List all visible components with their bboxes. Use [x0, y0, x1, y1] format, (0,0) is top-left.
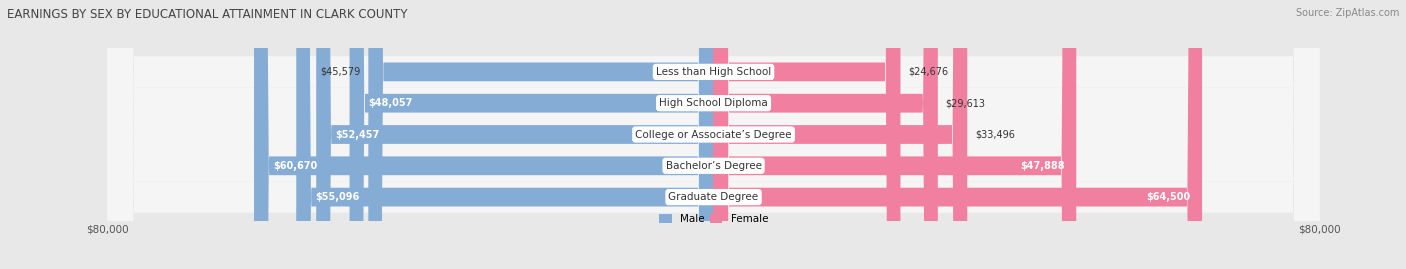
FancyBboxPatch shape [714, 0, 1076, 269]
FancyBboxPatch shape [108, 0, 1319, 269]
Text: $33,496: $33,496 [974, 129, 1015, 140]
FancyBboxPatch shape [714, 0, 1202, 269]
Text: EARNINGS BY SEX BY EDUCATIONAL ATTAINMENT IN CLARK COUNTY: EARNINGS BY SEX BY EDUCATIONAL ATTAINMEN… [7, 8, 408, 21]
Text: $55,096: $55,096 [315, 192, 360, 202]
Text: Source: ZipAtlas.com: Source: ZipAtlas.com [1295, 8, 1399, 18]
Text: $45,579: $45,579 [321, 67, 361, 77]
FancyBboxPatch shape [714, 0, 938, 269]
Text: $64,500: $64,500 [1146, 192, 1191, 202]
Text: $24,676: $24,676 [908, 67, 948, 77]
Text: $47,888: $47,888 [1021, 161, 1064, 171]
FancyBboxPatch shape [368, 0, 714, 269]
Text: Bachelor’s Degree: Bachelor’s Degree [665, 161, 762, 171]
Text: $29,613: $29,613 [945, 98, 986, 108]
Legend: Male, Female: Male, Female [659, 214, 768, 224]
Text: College or Associate’s Degree: College or Associate’s Degree [636, 129, 792, 140]
Text: $52,457: $52,457 [335, 129, 380, 140]
Text: Graduate Degree: Graduate Degree [668, 192, 759, 202]
Text: $60,670: $60,670 [273, 161, 318, 171]
FancyBboxPatch shape [108, 0, 1319, 269]
FancyBboxPatch shape [297, 0, 714, 269]
FancyBboxPatch shape [254, 0, 714, 269]
FancyBboxPatch shape [108, 0, 1319, 269]
FancyBboxPatch shape [714, 0, 900, 269]
Text: High School Diploma: High School Diploma [659, 98, 768, 108]
FancyBboxPatch shape [350, 0, 714, 269]
Text: $48,057: $48,057 [368, 98, 413, 108]
FancyBboxPatch shape [108, 0, 1319, 269]
FancyBboxPatch shape [108, 0, 1319, 269]
Text: Less than High School: Less than High School [657, 67, 770, 77]
FancyBboxPatch shape [714, 0, 967, 269]
FancyBboxPatch shape [316, 0, 714, 269]
